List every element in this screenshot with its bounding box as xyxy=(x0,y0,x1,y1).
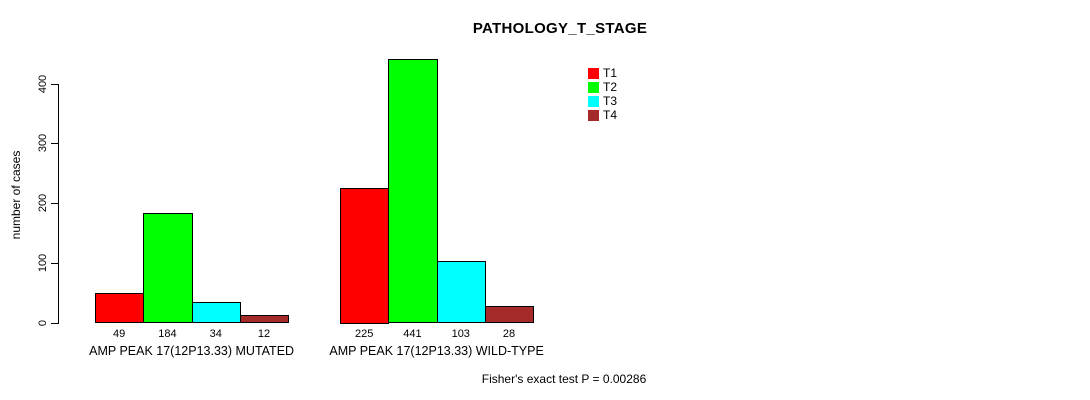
y-axis-tick xyxy=(51,83,58,85)
legend-swatch-t4 xyxy=(588,109,599,121)
legend-label-t2: T2 xyxy=(603,79,618,94)
legend-item-t1: T1 xyxy=(588,66,617,80)
y-axis-tick xyxy=(51,262,58,264)
bar-value-label: 49 xyxy=(113,328,126,340)
chart-title: PATHOLOGY_T_STAGE xyxy=(472,20,648,37)
bar-value-label: 184 xyxy=(158,328,177,340)
legend-swatch-t3 xyxy=(588,95,599,107)
category-label: AMP PEAK 17(12P13.33) MUTATED xyxy=(89,344,295,358)
bar-value-label: 103 xyxy=(451,328,470,340)
bar-t3-group2 xyxy=(436,260,486,324)
bar-t1-group1 xyxy=(95,293,145,324)
y-axis-tick xyxy=(51,322,58,324)
stat-annotation: Fisher's exact test P = 0.00286 xyxy=(481,372,647,386)
bar-value-label: 441 xyxy=(403,328,422,340)
category-label: AMP PEAK 17(12P13.33) WILD-TYPE xyxy=(329,344,544,358)
y-axis-tick xyxy=(51,203,58,204)
legend-label-t4: T4 xyxy=(603,107,618,122)
bar-value-label: 225 xyxy=(354,328,374,340)
legend: T1 T2 T3 T4 xyxy=(588,66,617,122)
y-axis-tick xyxy=(51,143,58,145)
bar-t2-group2 xyxy=(388,59,438,324)
legend-label-t3: T3 xyxy=(603,93,618,108)
legend-swatch-t2 xyxy=(588,81,599,93)
bar-value-label: 28 xyxy=(502,328,516,340)
legend-item-t3: T3 xyxy=(588,94,617,108)
bar-t1-group2 xyxy=(340,188,390,324)
legend-item-t2: T2 xyxy=(588,80,617,94)
bar-value-label: 34 xyxy=(209,328,222,340)
y-axis-line xyxy=(58,83,59,324)
legend-swatch-t1 xyxy=(588,67,599,79)
bar-t3-group1 xyxy=(191,302,241,324)
legend-item-t4: T4 xyxy=(588,108,617,122)
y-tick-label: 300 xyxy=(37,134,49,153)
bar-value-label: 12 xyxy=(257,328,271,340)
bar-t4-group2 xyxy=(484,305,535,324)
y-tick-label: 100 xyxy=(37,253,49,272)
legend-label-t1: T1 xyxy=(603,65,618,80)
y-tick-label: 400 xyxy=(37,74,49,93)
y-tick-label: 0 xyxy=(37,319,49,326)
bar-t4-group1 xyxy=(239,315,290,324)
y-tick-label: 200 xyxy=(37,193,49,213)
bar-t2-group1 xyxy=(143,212,193,324)
